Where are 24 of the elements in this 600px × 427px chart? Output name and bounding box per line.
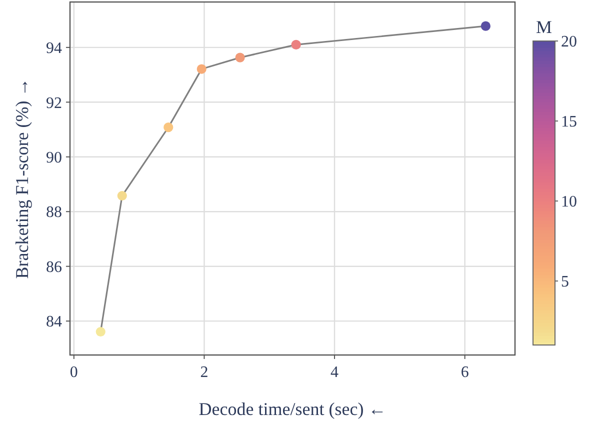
x-tick-label: 0 bbox=[70, 364, 78, 381]
point bbox=[480, 21, 490, 31]
x-tick-label: 6 bbox=[460, 364, 469, 381]
point bbox=[291, 40, 301, 50]
y-tick-label: 94 bbox=[46, 40, 62, 58]
y-tick-label: 92 bbox=[46, 94, 62, 112]
y-tick-label: 88 bbox=[46, 204, 62, 222]
x-tick-label: 2 bbox=[200, 364, 208, 381]
y-tick-label: 84 bbox=[46, 314, 62, 331]
point bbox=[235, 52, 245, 62]
y-tick-label: 86 bbox=[46, 258, 62, 276]
point bbox=[96, 326, 106, 337]
point bbox=[117, 190, 127, 201]
color-bar-label: 10 bbox=[561, 194, 577, 211]
x-axis-title: Decode time/sent (sec) ← bbox=[198, 399, 386, 419]
color-bar-title: M bbox=[536, 17, 552, 37]
y-tick-label: 90 bbox=[46, 149, 62, 166]
point bbox=[196, 64, 206, 74]
point bbox=[164, 122, 174, 132]
color-bar-label: 5 bbox=[561, 274, 569, 291]
color-bar-label: 20 bbox=[561, 34, 577, 51]
x-tick-label: 4 bbox=[330, 364, 339, 381]
color-bar-label: 15 bbox=[561, 114, 577, 131]
y-axis-title: Bracketing F1-score (%) → bbox=[12, 78, 32, 279]
